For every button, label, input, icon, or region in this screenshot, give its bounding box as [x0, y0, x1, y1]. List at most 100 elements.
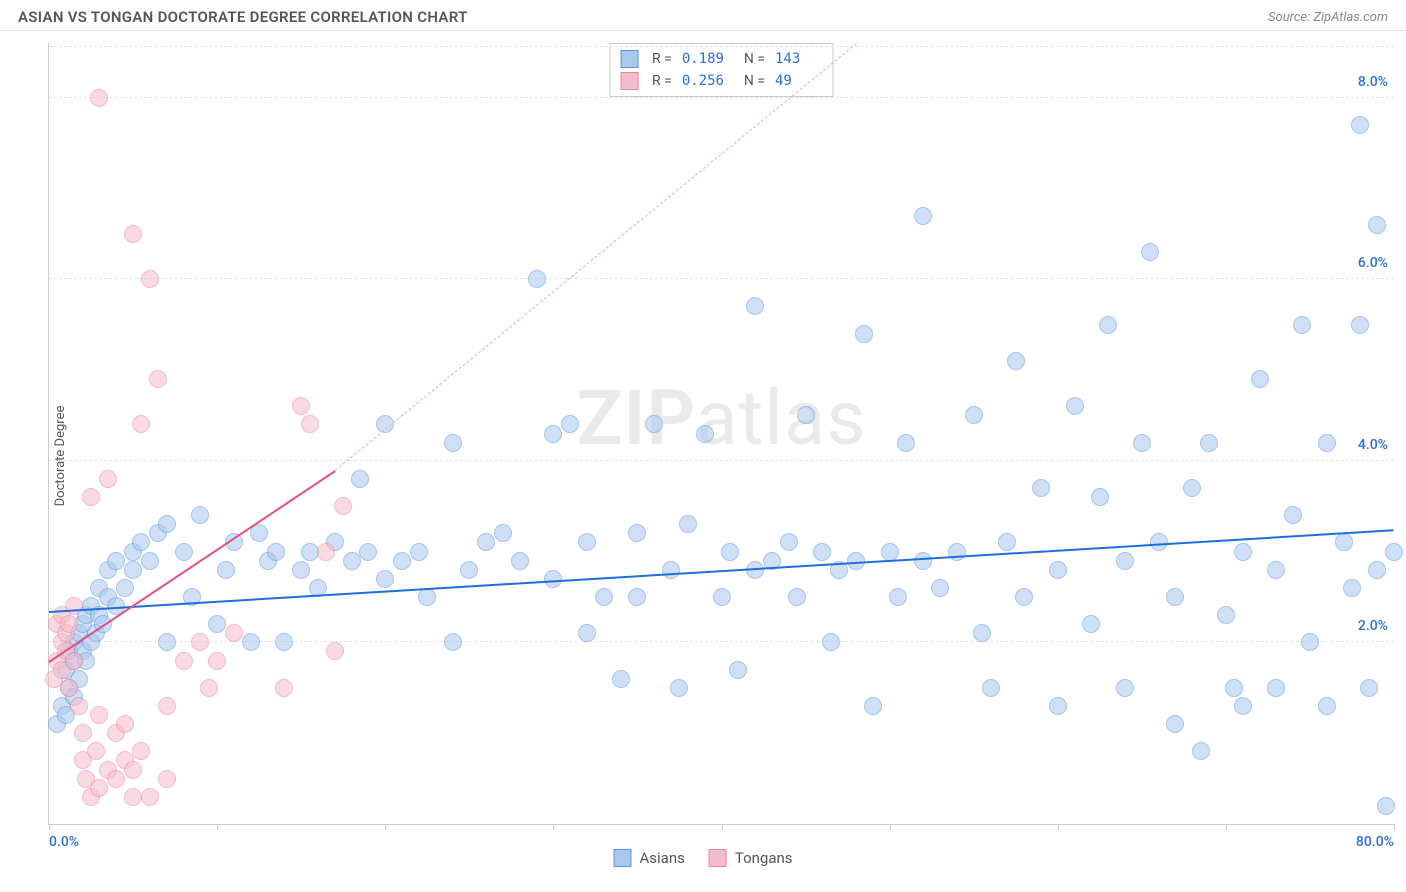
data-point: [70, 697, 88, 715]
data-point: [662, 561, 680, 579]
data-point: [1267, 679, 1285, 697]
data-point: [1091, 488, 1109, 506]
stat-r-value: 0.189: [682, 51, 730, 67]
data-point: [1234, 543, 1252, 561]
data-point: [561, 415, 579, 433]
stats-swatch: [620, 72, 638, 90]
data-point: [301, 543, 319, 561]
data-point: [1343, 579, 1361, 597]
data-point: [788, 588, 806, 606]
data-point: [410, 543, 428, 561]
x-tick: [217, 824, 218, 830]
data-point: [351, 470, 369, 488]
data-point: [864, 697, 882, 715]
data-point: [87, 742, 105, 760]
gridline-h: [49, 97, 1394, 98]
data-point: [855, 325, 873, 343]
data-point: [326, 642, 344, 660]
data-point: [696, 425, 714, 443]
data-point: [175, 652, 193, 670]
data-point: [544, 570, 562, 588]
data-point: [1192, 742, 1210, 760]
data-point: [200, 679, 218, 697]
legend-item: Tongans: [709, 849, 793, 867]
data-point: [1166, 588, 1184, 606]
data-point: [191, 506, 209, 524]
data-point: [301, 415, 319, 433]
data-point: [780, 533, 798, 551]
watermark: ZIPatlas: [577, 373, 867, 463]
x-tick: [890, 824, 891, 830]
data-point: [175, 543, 193, 561]
data-point: [191, 633, 209, 651]
data-point: [628, 588, 646, 606]
data-point: [376, 570, 394, 588]
x-tick-label: 80.0%: [1356, 834, 1394, 850]
data-point: [1267, 561, 1285, 579]
data-point: [965, 406, 983, 424]
data-point: [1284, 506, 1302, 524]
data-point: [460, 561, 478, 579]
data-point: [1133, 434, 1151, 452]
data-point: [982, 679, 1000, 697]
x-tick-label: 0.0%: [49, 834, 79, 850]
data-point: [99, 470, 117, 488]
x-tick: [1226, 824, 1227, 830]
x-tick: [722, 824, 723, 830]
data-point: [1007, 352, 1025, 370]
stats-row: R = 0.189N = 143: [620, 48, 823, 70]
data-point: [578, 624, 596, 642]
gridline-h: [49, 278, 1394, 279]
data-point: [317, 543, 335, 561]
data-point: [679, 515, 697, 533]
data-point: [1049, 697, 1067, 715]
x-tick: [1394, 824, 1395, 830]
data-point: [275, 633, 293, 651]
data-point: [1301, 633, 1319, 651]
data-point: [494, 524, 512, 542]
data-point: [477, 533, 495, 551]
data-point: [158, 770, 176, 788]
stats-row: R = 0.256N = 49: [620, 70, 823, 92]
legend-item: Asians: [613, 849, 684, 867]
data-point: [1066, 397, 1084, 415]
data-point: [217, 561, 235, 579]
data-point: [1217, 606, 1235, 624]
data-point: [393, 552, 411, 570]
gridline-h: [49, 460, 1394, 461]
stat-r-label: R =: [652, 73, 672, 89]
data-point: [1385, 543, 1403, 561]
x-tick: [1058, 824, 1059, 830]
data-point: [132, 533, 150, 551]
data-point: [813, 543, 831, 561]
x-tick: [553, 824, 554, 830]
data-point: [1200, 434, 1218, 452]
data-point: [1293, 316, 1311, 334]
data-point: [444, 434, 462, 452]
data-point: [1368, 216, 1386, 234]
data-point: [267, 543, 285, 561]
data-point: [107, 552, 125, 570]
data-point: [914, 207, 932, 225]
data-point: [822, 633, 840, 651]
data-point: [1141, 243, 1159, 261]
x-tick: [385, 824, 386, 830]
data-point: [292, 397, 310, 415]
data-point: [65, 597, 83, 615]
data-point: [107, 770, 125, 788]
stat-r-label: R =: [652, 51, 672, 67]
data-point: [208, 615, 226, 633]
data-point: [116, 715, 134, 733]
data-point: [528, 270, 546, 288]
data-point: [881, 543, 899, 561]
data-point: [1082, 615, 1100, 633]
data-point: [595, 588, 613, 606]
y-tick-label: 8.0%: [1358, 74, 1388, 90]
data-point: [149, 370, 167, 388]
data-point: [670, 679, 688, 697]
data-point: [1251, 370, 1269, 388]
y-tick-label: 6.0%: [1358, 255, 1388, 271]
data-point: [1116, 552, 1134, 570]
chart-container: ASIAN VS TONGAN DOCTORATE DEGREE CORRELA…: [0, 0, 1406, 892]
data-point: [418, 588, 436, 606]
